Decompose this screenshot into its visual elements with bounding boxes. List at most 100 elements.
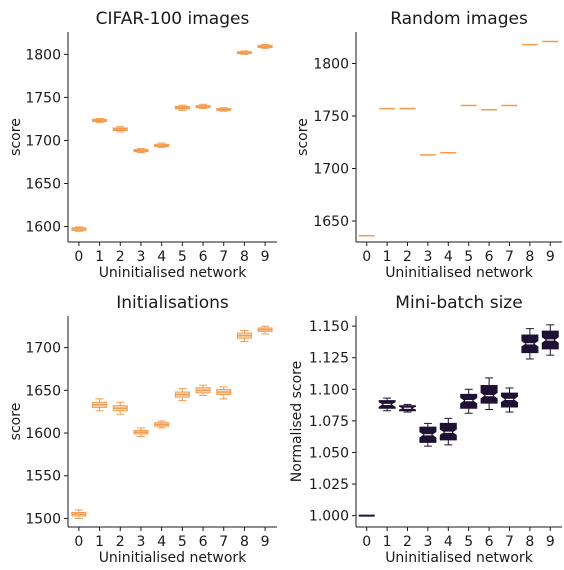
panel-title: Random images xyxy=(390,9,528,29)
panel-1: CIFAR-100 images 1600 1650 1700 1750 1800 0 1 2 3… xyxy=(8,9,277,281)
box-4 xyxy=(439,417,457,446)
box-7 xyxy=(216,386,232,400)
box-4 xyxy=(154,420,170,429)
x-tick-label: 5 xyxy=(464,249,473,265)
x-tick-label: 1 xyxy=(95,249,104,265)
x-axis-label: Uninitialised network xyxy=(99,550,248,566)
box-body xyxy=(460,393,478,409)
x-tick-label: 0 xyxy=(362,249,371,265)
x-tick-label: 7 xyxy=(505,534,514,550)
y-axis-label: score xyxy=(295,118,311,156)
y-tick-label: 1650 xyxy=(313,214,349,230)
x-tick-label: 6 xyxy=(485,534,494,550)
box-5 xyxy=(174,388,190,402)
x-tick-label: 5 xyxy=(178,534,187,550)
x-tick-label: 1 xyxy=(383,249,392,265)
box-4 xyxy=(154,142,170,148)
box-9 xyxy=(257,43,273,49)
x-tick-label: 7 xyxy=(505,249,514,265)
y-tick-label: 1.000 xyxy=(309,509,349,525)
x-tick-label: 5 xyxy=(464,534,473,550)
x-tick-label: 4 xyxy=(157,534,166,550)
y-tick-label: 1750 xyxy=(313,109,349,125)
panel-4: Mini-batch size 1.000 1.025 1.050 1.075 1.100… xyxy=(289,293,562,566)
box-7 xyxy=(500,387,518,413)
box-body xyxy=(439,422,457,441)
y-tick-label: 1.150 xyxy=(309,319,349,335)
panel-2: Random images 1650 1700 1750 1800 0 1 2 3 4 5 6 7 8 9U… xyxy=(295,9,562,281)
x-tick-label: 7 xyxy=(219,249,228,265)
box-8 xyxy=(236,50,252,55)
panel-title: Mini-batch size xyxy=(395,293,522,313)
x-tick-label: 2 xyxy=(116,249,125,265)
y-tick-label: 1750 xyxy=(25,90,61,106)
x-axis-label: Uninitialised network xyxy=(385,265,534,281)
y-axis-label: score xyxy=(8,403,24,441)
x-tick-label: 8 xyxy=(525,249,534,265)
box-1 xyxy=(378,397,396,412)
y-tick-label: 1700 xyxy=(25,341,61,357)
y-tick-label: 1800 xyxy=(313,57,349,73)
y-tick-label: 1650 xyxy=(25,176,61,192)
y-axis-label: Normalised score xyxy=(289,361,305,482)
y-tick-label: 1500 xyxy=(25,511,61,527)
x-tick-label: 5 xyxy=(178,249,187,265)
x-tick-label: 8 xyxy=(525,534,534,550)
box-9 xyxy=(541,324,559,356)
box-body xyxy=(500,392,518,408)
x-tick-label: 6 xyxy=(485,249,494,265)
box-2 xyxy=(112,126,128,133)
x-tick-label: 6 xyxy=(199,534,208,550)
box-1 xyxy=(92,117,108,123)
y-tick-label: 1600 xyxy=(25,220,61,236)
y-tick-label: 1.050 xyxy=(309,445,349,461)
box-6 xyxy=(480,377,498,410)
x-tick-label: 3 xyxy=(136,249,145,265)
x-tick-label: 1 xyxy=(383,534,392,550)
box-3 xyxy=(133,427,149,437)
y-tick-label: 1.125 xyxy=(309,351,349,367)
y-tick-label: 1650 xyxy=(25,383,61,399)
x-tick-label: 9 xyxy=(261,249,270,265)
panel-3: Initialisations 1500 1550 1600 1650 1700 0 1 2 3 4… xyxy=(8,293,277,566)
x-tick-label: 4 xyxy=(157,249,166,265)
x-tick-label: 0 xyxy=(362,534,371,550)
box-2 xyxy=(112,401,128,415)
x-tick-label: 9 xyxy=(546,534,555,550)
x-tick-label: 6 xyxy=(199,249,208,265)
box-5 xyxy=(460,388,478,414)
box-0 xyxy=(71,509,87,519)
y-tick-label: 1700 xyxy=(25,133,61,149)
x-tick-label: 3 xyxy=(136,534,145,550)
x-tick-label: 9 xyxy=(546,249,555,265)
x-tick-label: 8 xyxy=(240,534,249,550)
x-tick-label: 0 xyxy=(74,249,83,265)
box-1 xyxy=(92,398,108,412)
x-tick-label: 9 xyxy=(261,534,270,550)
box-6 xyxy=(195,103,211,110)
box-2 xyxy=(399,403,417,413)
box-9 xyxy=(257,325,273,335)
y-tick-label: 1550 xyxy=(25,469,61,485)
y-tick-label: 1.100 xyxy=(309,382,349,398)
box-7 xyxy=(216,107,232,112)
box-8 xyxy=(236,330,252,343)
x-tick-label: 2 xyxy=(403,534,412,550)
y-tick-label: 1.075 xyxy=(309,414,349,430)
x-tick-label: 0 xyxy=(74,534,83,550)
x-tick-label: 3 xyxy=(423,249,432,265)
x-tick-label: 2 xyxy=(116,534,125,550)
x-tick-label: 3 xyxy=(423,534,432,550)
x-axis-label: Uninitialised network xyxy=(385,550,534,566)
box-3 xyxy=(419,422,437,447)
x-tick-label: 1 xyxy=(95,534,104,550)
panel-title: Initialisations xyxy=(116,293,229,313)
y-axis-label: score xyxy=(8,118,24,156)
panel-title: CIFAR-100 images xyxy=(96,9,250,29)
y-tick-label: 1.025 xyxy=(309,477,349,493)
x-axis-label: Uninitialised network xyxy=(99,265,248,281)
x-tick-label: 7 xyxy=(219,534,228,550)
y-tick-label: 1800 xyxy=(25,47,61,63)
x-tick-label: 8 xyxy=(240,249,249,265)
